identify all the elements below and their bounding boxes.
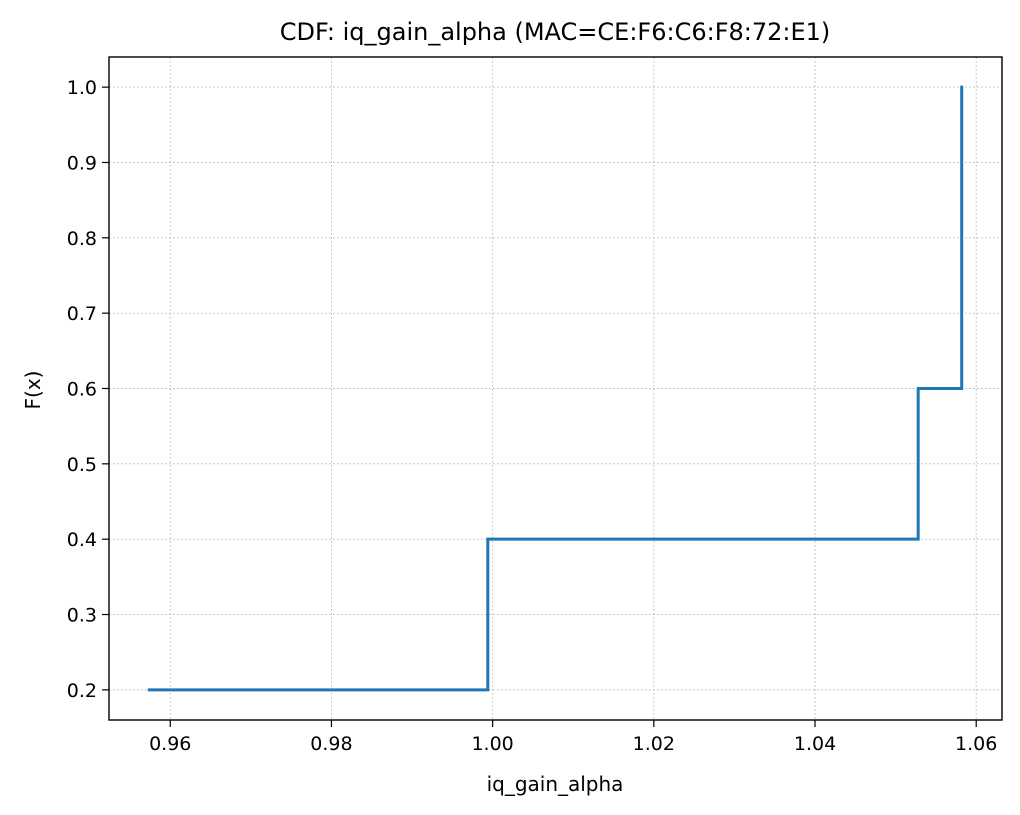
y-tick-label: 0.7 [67,303,97,325]
x-axis-label: iq_gain_alpha [487,772,624,796]
x-tick-label: 0.98 [310,733,352,755]
cdf-step-line [147,85,964,692]
y-tick-label: 0.6 [67,379,97,401]
y-axis: 0.2 0.3 0.4 0.5 0.6 0.7 0.8 0.9 1.0 [67,77,109,702]
y-tick-label: 1.0 [67,77,97,99]
y-axis-label: F(x) [21,371,45,410]
y-tick-label: 0.8 [67,228,97,250]
x-tick-label: 0.96 [149,733,191,755]
y-tick-label: 0.2 [67,680,97,702]
x-tick-label: 1.04 [794,733,836,755]
x-tick-label: 1.00 [471,733,513,755]
chart-title: CDF: iq_gain_alpha (MAC=CE:F6:C6:F8:72:E… [280,18,831,46]
x-axis: 0.96 0.98 1.00 1.02 1.04 1.06 [149,720,997,755]
series-layer [147,85,964,692]
y-tick-label: 0.9 [67,152,97,174]
y-tick-label: 0.3 [67,605,97,627]
x-tick-label: 1.06 [955,733,997,755]
y-tick-label: 0.5 [67,454,97,476]
x-tick-label: 1.02 [633,733,675,755]
y-tick-label: 0.4 [67,529,97,551]
